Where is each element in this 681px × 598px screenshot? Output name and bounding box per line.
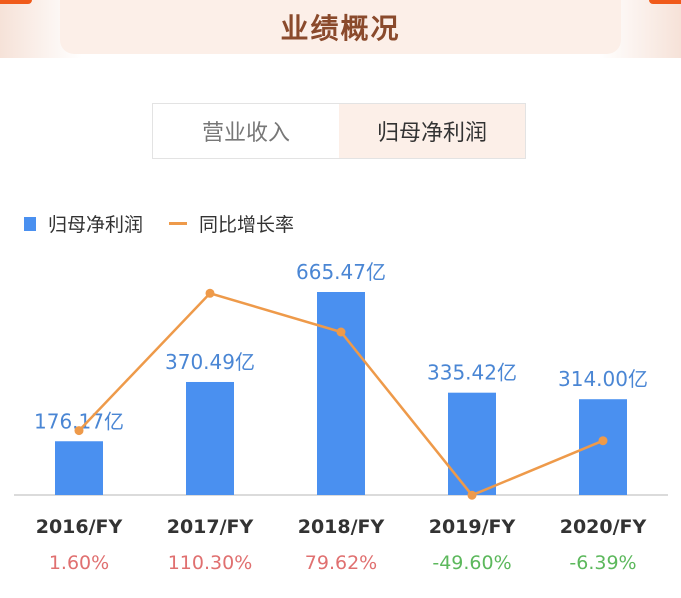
bar-value-label: 335.42亿: [427, 361, 517, 385]
bar-2018/FY: [317, 292, 365, 495]
growth-rate-point: [336, 327, 346, 337]
legend-line-swatch: [169, 222, 188, 225]
x-tick-label: 2018/FY: [298, 516, 385, 538]
header-accent-left: [0, 0, 32, 4]
x-tick-label: 2019/FY: [429, 516, 516, 538]
bar-2019/FY: [448, 392, 496, 495]
growth-rate-label: 110.30%: [168, 552, 253, 574]
metric-tabs: 营业收入 归母净利润: [152, 103, 526, 159]
title-card: 业绩概况: [60, 0, 621, 54]
chart-legend: 归母净利润 同比增长率: [24, 210, 294, 237]
bar-value-label: 314.00亿: [558, 367, 648, 391]
growth-rate-label: 1.60%: [49, 552, 109, 574]
growth-rate-label: 79.62%: [305, 552, 377, 574]
bar-2017/FY: [186, 381, 234, 495]
x-tick-label: 2016/FY: [36, 516, 123, 538]
growth-rate-point: [467, 490, 477, 500]
tab-net-profit[interactable]: 归母净利润: [339, 104, 525, 158]
legend-line-label: 同比增长率: [199, 214, 295, 236]
x-tick-label: 2017/FY: [167, 516, 254, 538]
bar-value-label: 665.47亿: [296, 260, 386, 284]
bar-2016/FY: [55, 441, 103, 495]
bar-value-label: 370.49亿: [165, 350, 255, 374]
legend-bar-swatch: [24, 216, 36, 231]
growth-rate-point: [205, 288, 215, 298]
header-accent-right: [649, 0, 681, 4]
tab-revenue[interactable]: 营业收入: [201, 121, 290, 146]
legend-bar-label: 归母净利润: [48, 214, 144, 236]
growth-rate-point: [74, 426, 84, 436]
x-tick-label: 2020/FY: [560, 516, 647, 538]
growth-rate-point: [598, 436, 608, 446]
growth-rate-label: -49.60%: [432, 552, 511, 574]
growth-rate-label: -6.39%: [569, 552, 636, 574]
page-title: 业绩概况: [280, 12, 401, 45]
